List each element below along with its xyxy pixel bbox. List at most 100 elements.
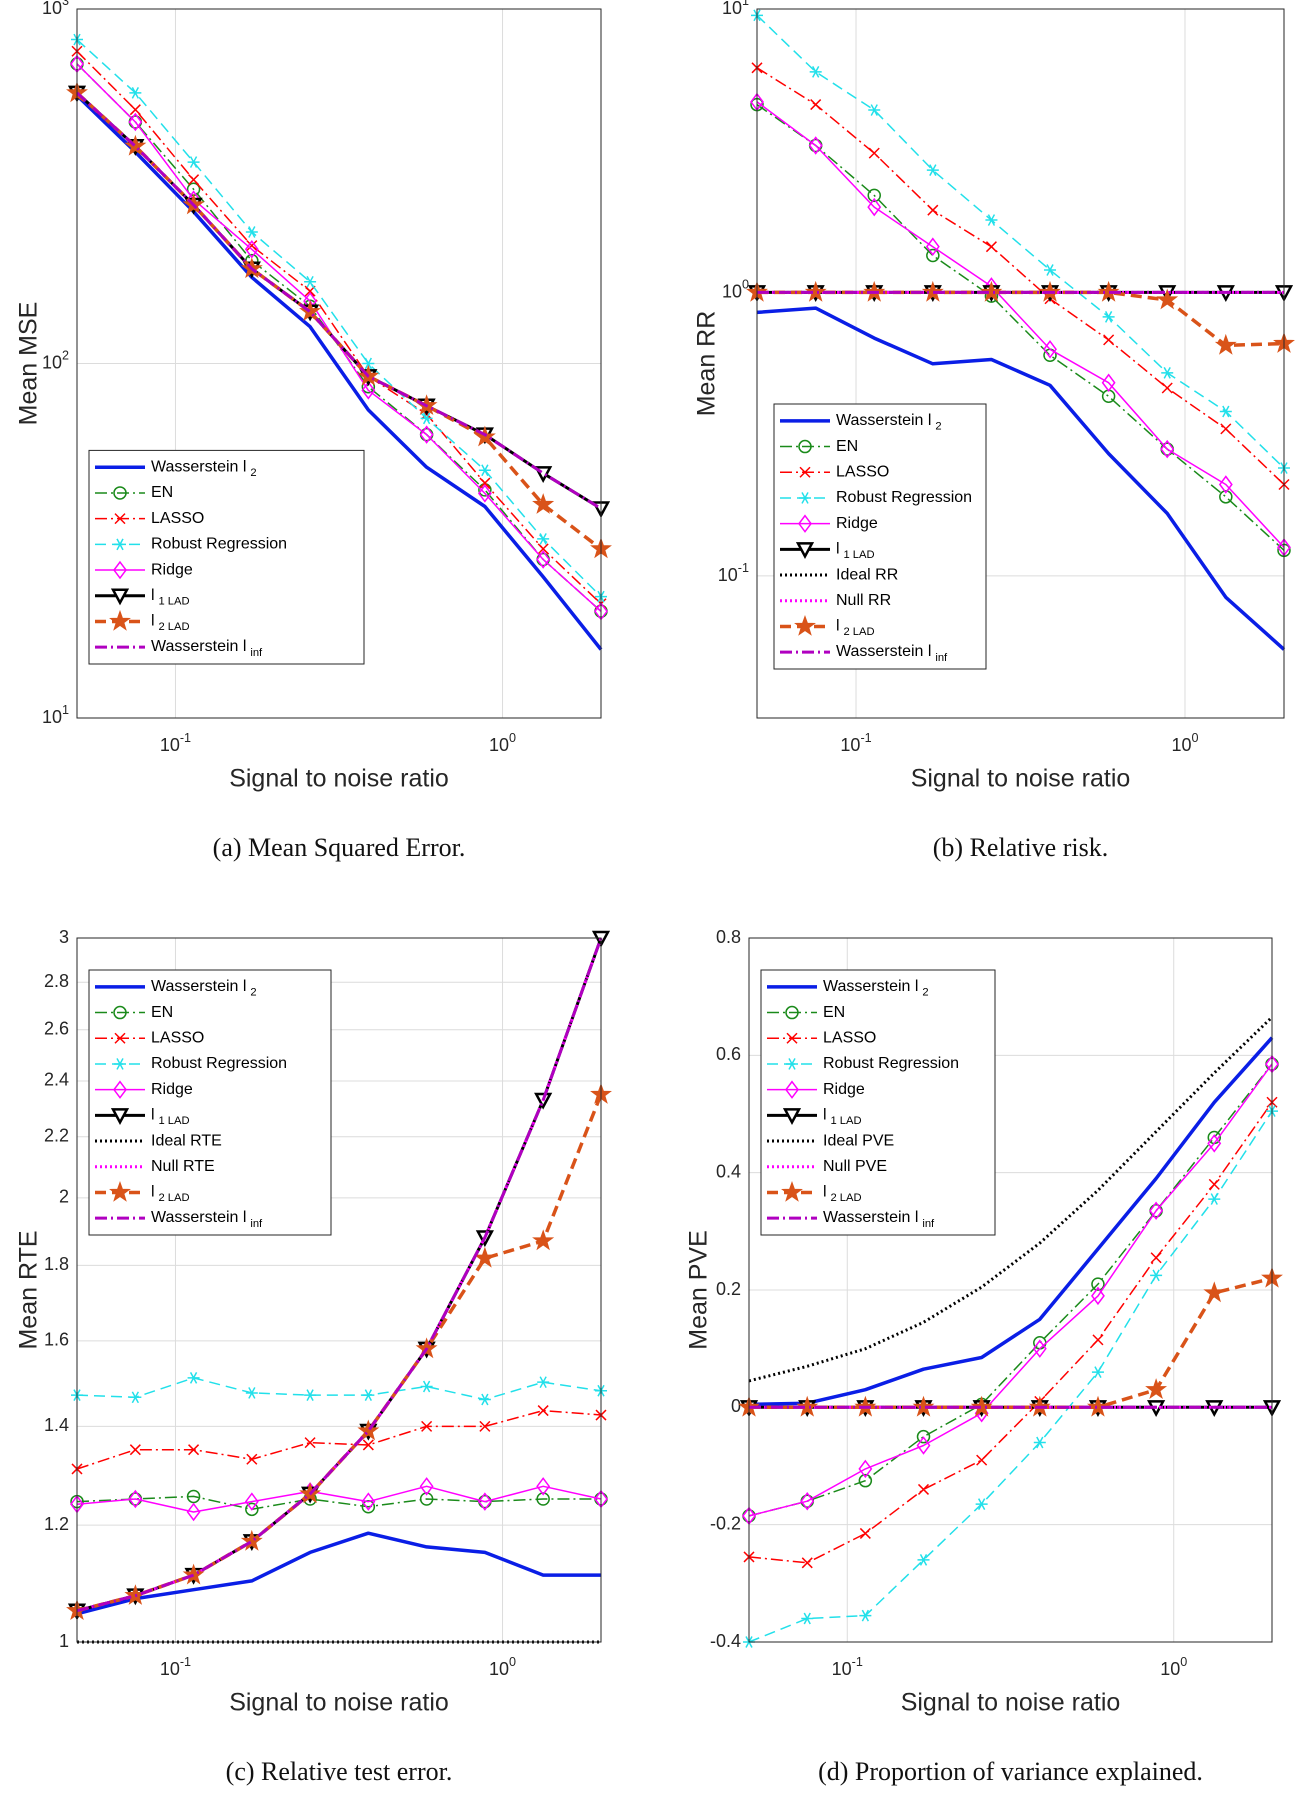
series-line xyxy=(76,937,603,1613)
series-line xyxy=(76,1495,601,1511)
x-tick-label: 100 xyxy=(1160,1655,1187,1678)
marker xyxy=(917,1554,930,1566)
marker xyxy=(536,550,551,569)
marker xyxy=(114,513,126,525)
series-line xyxy=(748,1016,1274,1383)
marker xyxy=(419,425,434,444)
legend-box xyxy=(88,449,365,665)
legend: Wasserstein l 2 EN LASSO Robust Regression Ri… xyxy=(760,969,996,1236)
y-tick-label: 1 xyxy=(59,1631,69,1651)
marker xyxy=(1091,1286,1105,1306)
marker xyxy=(1149,1201,1164,1221)
marker xyxy=(473,1246,496,1268)
marker xyxy=(1097,280,1120,302)
marker xyxy=(478,464,491,477)
marker xyxy=(1032,1339,1047,1358)
marker xyxy=(532,493,555,514)
marker xyxy=(244,240,259,259)
series-line xyxy=(756,103,1285,551)
marker xyxy=(532,1229,555,1251)
y-tick-label: -0.2 xyxy=(710,1513,741,1533)
marker xyxy=(786,1058,798,1070)
marker xyxy=(361,1492,376,1511)
x-axis-label: Signal to noise ratio xyxy=(901,1689,1121,1717)
marker xyxy=(182,1563,205,1585)
marker xyxy=(537,533,550,545)
marker xyxy=(916,1436,931,1455)
caption: (a) Mean Squared Error. xyxy=(213,833,466,862)
x-tick-label: 10-1 xyxy=(160,731,191,754)
marker xyxy=(1220,423,1232,435)
marker xyxy=(419,1492,434,1506)
y-tick-label: 1.8 xyxy=(44,1254,69,1274)
plot-frame xyxy=(748,937,1273,1643)
legend-label: EN xyxy=(836,438,858,455)
marker xyxy=(113,486,127,500)
legend-label: Robust Regression xyxy=(823,1055,959,1072)
marker xyxy=(867,197,882,217)
marker xyxy=(1150,1269,1163,1282)
marker xyxy=(114,538,126,551)
plot-frame xyxy=(76,937,602,1643)
marker xyxy=(810,99,822,111)
marker xyxy=(799,492,811,504)
marker xyxy=(927,204,939,216)
marker xyxy=(1203,1281,1226,1303)
marker xyxy=(921,280,944,302)
series-line xyxy=(756,306,1286,651)
marker xyxy=(246,240,258,252)
marker xyxy=(188,1444,200,1456)
marker xyxy=(912,1395,935,1417)
marker xyxy=(801,1557,813,1569)
y-tick-label: 1.2 xyxy=(44,1514,69,1534)
series-line xyxy=(748,1101,1273,1564)
marker xyxy=(537,543,549,555)
marker xyxy=(129,87,142,99)
marker xyxy=(781,1181,803,1202)
marker xyxy=(1145,1378,1168,1400)
marker xyxy=(1161,367,1174,379)
marker xyxy=(304,275,317,288)
subplot: 10-1 100 101 102 103 Signal to noise ratio Mea… xyxy=(15,0,612,862)
x-tick-label: 10-1 xyxy=(840,731,871,754)
marker xyxy=(128,1489,143,1509)
marker xyxy=(917,1483,930,1496)
marker xyxy=(785,1080,799,1099)
y-tick-label: -0.4 xyxy=(710,1631,741,1651)
marker xyxy=(798,514,812,533)
y-tick-label: 102 xyxy=(42,349,69,372)
marker xyxy=(477,484,492,503)
marker xyxy=(976,1454,988,1466)
marker xyxy=(1156,288,1179,310)
marker xyxy=(109,1181,131,1202)
legend-label: Ridge xyxy=(151,561,193,578)
marker xyxy=(1102,310,1115,323)
marker xyxy=(1219,490,1233,504)
marker xyxy=(114,1032,126,1044)
series-line xyxy=(748,1063,1273,1517)
marker xyxy=(240,1529,263,1551)
series-line xyxy=(76,50,602,605)
marker xyxy=(537,1376,550,1389)
y-axis-label: Mean MSE xyxy=(15,302,43,426)
y-tick-label: 103 xyxy=(42,0,69,18)
y-tick-label: 2.4 xyxy=(44,1070,69,1090)
marker xyxy=(124,134,147,156)
marker xyxy=(926,164,939,177)
marker xyxy=(421,1420,433,1432)
subplot: 10-1 100 1 1.2 1.4 1.6 1.8 2 2.2 2.4 2.6 2.8 3 Signal… xyxy=(15,927,612,1786)
legend-label: Ridge xyxy=(836,515,878,532)
subplot: 10-1 100 -0.4 -0.2 0 0.2 0.4 0.6 0.8 Signal to no… xyxy=(685,927,1283,1786)
marker xyxy=(1043,340,1057,359)
legend-label: LASSO xyxy=(823,1029,876,1046)
legend-label: Ridge xyxy=(151,1081,193,1098)
x-tick-label: 100 xyxy=(489,731,516,754)
y-tick-label: 3 xyxy=(59,927,69,947)
y-axis-label: Mean PVE xyxy=(685,1230,713,1350)
marker xyxy=(479,1420,491,1432)
marker xyxy=(187,156,200,168)
legend-label: EN xyxy=(823,1004,845,1021)
